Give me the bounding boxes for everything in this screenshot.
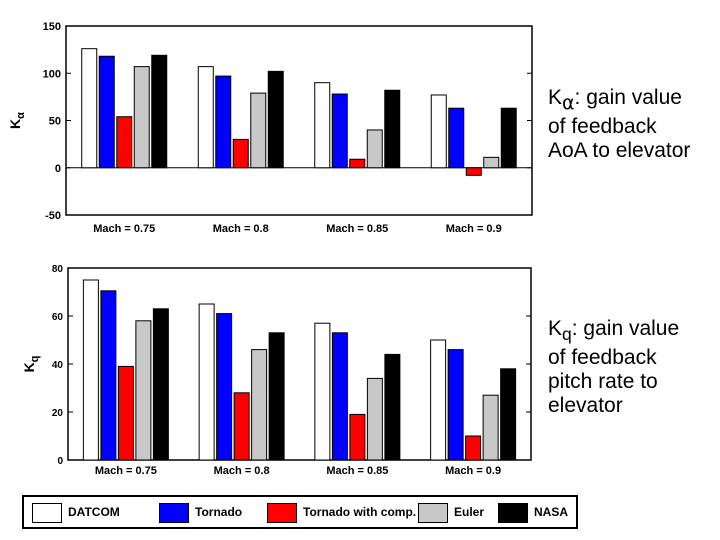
- kalpha-bar-tornado-2: [215, 75, 232, 169]
- kq-ylabel: Kq: [21, 356, 41, 373]
- kq-ytick-label: 0: [57, 456, 63, 467]
- legend-swatch-tornado: [159, 503, 189, 523]
- kalpha-bar-datcom-1: [81, 48, 98, 169]
- kq-category-label: Mach = 0.85: [326, 465, 388, 477]
- kq-bar-datcom-3: [314, 322, 331, 461]
- kalpha-ytick-label: 150: [43, 21, 61, 33]
- kalpha-bar-nasa-2: [267, 70, 284, 169]
- kq-category-label: Mach = 0.75: [95, 465, 157, 477]
- kalpha-bar-datcom-2: [197, 66, 214, 169]
- kq-bar-datcom-1: [82, 279, 99, 461]
- kalpha-bar-nasa-3: [384, 89, 401, 169]
- legend-label-datcom: DATCOM: [68, 505, 120, 519]
- kq-bar-datcom-2: [198, 303, 215, 461]
- kq-bar-tornado-2: [216, 313, 233, 461]
- kalpha-bar-datcom-4: [430, 94, 447, 169]
- kalpha-bar-euler-3: [366, 129, 383, 169]
- kq-bar-tornado-with-comp-3: [349, 413, 366, 461]
- legend-swatch-tornado-comp: [267, 503, 297, 523]
- kq-bar-euler-3: [366, 377, 383, 461]
- kalpha-chart: 150 100 50 0 -50 Mach = 0.75 Mach = 0.8 Mach = …: [7, 21, 533, 235]
- kalpha-bar-nasa-1: [151, 54, 168, 169]
- kalpha-bar-tornado-3: [331, 93, 348, 169]
- legend: DATCOM Tornado Tornado with comp. Euler …: [22, 495, 578, 529]
- kq-bar-euler-1: [135, 320, 152, 461]
- kalpha-bar-tornado-1: [98, 55, 115, 169]
- kq-chart: 80 60 40 20 0 Mach = 0.75 Mach = 0.8 Mach = 0.8…: [21, 264, 532, 477]
- kq-bar-datcom-4: [430, 339, 447, 461]
- kq-bar-nasa-4: [500, 368, 517, 461]
- kalpha-category-label: Mach = 0.75: [93, 223, 155, 235]
- kq-bar-tornado-with-comp-4: [465, 435, 482, 461]
- kalpha-category-label: Mach = 0.9: [446, 223, 502, 235]
- kalpha-category-label: Mach = 0.8: [213, 223, 269, 235]
- legend-label-nasa: NASA: [534, 505, 569, 519]
- legend-swatch-datcom: [32, 503, 62, 523]
- kalpha-description: Kα: gain value of feedback AoA to elevat…: [548, 86, 691, 163]
- kq-bar-tornado-1: [100, 290, 117, 461]
- kalpha-bar-tornado-with-comp-4: [465, 167, 482, 176]
- kq-ytick-label: 60: [52, 312, 64, 323]
- kq-bar-nasa-3: [384, 353, 401, 461]
- kalpha-bar-tornado-with-comp-3: [349, 158, 366, 169]
- kq-bar-tornado-4: [447, 349, 464, 461]
- kq-bar-tornado-3: [331, 332, 348, 461]
- kalpha-category-label: Mach = 0.85: [326, 223, 388, 235]
- kalpha-bar-euler-1: [133, 66, 150, 169]
- kq-bar-tornado-with-comp-2: [233, 392, 250, 461]
- kalpha-bar-euler-4: [483, 156, 500, 169]
- kq-bar-euler-2: [251, 349, 268, 461]
- kalpha-ytick-label: 100: [43, 68, 61, 80]
- kalpha-bar-tornado-with-comp-1: [116, 116, 133, 169]
- kq-ytick-label: 40: [52, 360, 64, 371]
- kq-bar-tornado-with-comp-1: [117, 365, 134, 461]
- kalpha-bar-tornado-with-comp-2: [232, 138, 249, 169]
- kq-description: Kq: gain value of feedback pitch rate to…: [548, 317, 680, 418]
- kq-bar-euler-4: [482, 394, 499, 461]
- kalpha-ytick-label: 0: [55, 163, 61, 175]
- kalpha-ylabel: Kα: [7, 112, 27, 129]
- legend-label-tornado: Tornado: [195, 505, 243, 519]
- legend-label-euler: Euler: [454, 505, 485, 519]
- legend-label-tornado-comp: Tornado with comp.: [303, 505, 417, 519]
- kalpha-bar-tornado-4: [448, 107, 465, 169]
- kalpha-ytick-label: 50: [49, 116, 61, 128]
- kalpha-ytick-label: -50: [45, 210, 61, 222]
- kq-ytick-label: 20: [52, 408, 64, 419]
- legend-swatch-nasa: [498, 503, 528, 523]
- kq-category-label: Mach = 0.8: [214, 465, 270, 477]
- kq-ytick-label: 80: [52, 264, 64, 275]
- kq-category-label: Mach = 0.9: [445, 465, 501, 477]
- kalpha-bar-datcom-3: [314, 82, 331, 169]
- kalpha-bar-euler-2: [250, 92, 267, 169]
- legend-swatch-euler: [418, 503, 448, 523]
- kalpha-bar-nasa-4: [500, 107, 517, 169]
- kq-bar-nasa-1: [152, 308, 169, 461]
- kq-bar-nasa-2: [268, 332, 285, 461]
